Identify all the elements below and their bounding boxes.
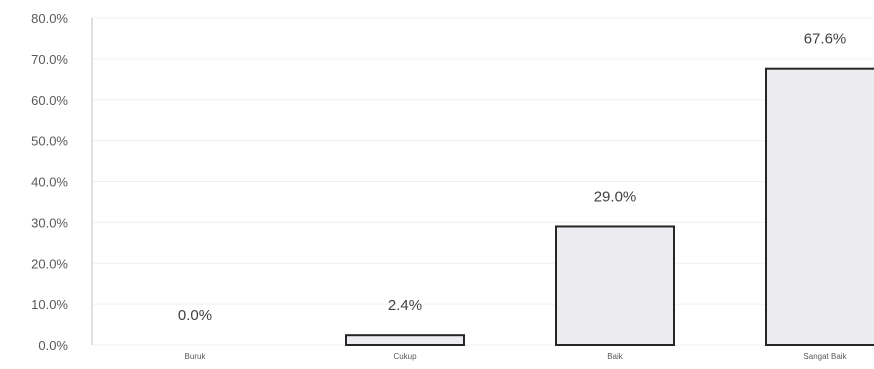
gridlines	[92, 17, 874, 346]
bars	[345, 67, 874, 347]
data-labels: 0.0% 2.4% 29.0% 67.6%	[178, 31, 846, 324]
bar	[555, 225, 675, 346]
y-tick-label: 50.0%	[31, 134, 68, 149]
bar	[765, 67, 874, 346]
y-tick-label: 80.0%	[31, 11, 68, 26]
y-tick-label: 40.0%	[31, 175, 68, 190]
y-tick-label: 0.0%	[38, 338, 68, 353]
x-tick-label: Buruk	[185, 352, 207, 361]
data-label: 0.0%	[178, 307, 212, 324]
bar	[345, 334, 465, 347]
data-label: 67.6%	[804, 31, 847, 48]
y-tick-label: 60.0%	[31, 93, 68, 108]
x-tick-label: Sangat Baik	[803, 352, 847, 361]
x-tick-label: Baik	[607, 352, 624, 361]
data-label: 29.0%	[594, 188, 637, 205]
y-tick-label: 10.0%	[31, 297, 68, 312]
x-axis-labels: Buruk Cukup Baik Sangat Baik	[185, 352, 848, 361]
y-axis-ticks: 0.0% 10.0% 20.0% 30.0% 40.0% 50.0% 60.0% 70.0% 8…	[31, 11, 68, 353]
y-tick-label: 70.0%	[31, 52, 68, 67]
x-tick-label: Cukup	[393, 352, 417, 361]
data-label: 2.4%	[388, 297, 422, 314]
y-tick-label: 30.0%	[31, 215, 68, 230]
y-tick-label: 20.0%	[31, 256, 68, 271]
